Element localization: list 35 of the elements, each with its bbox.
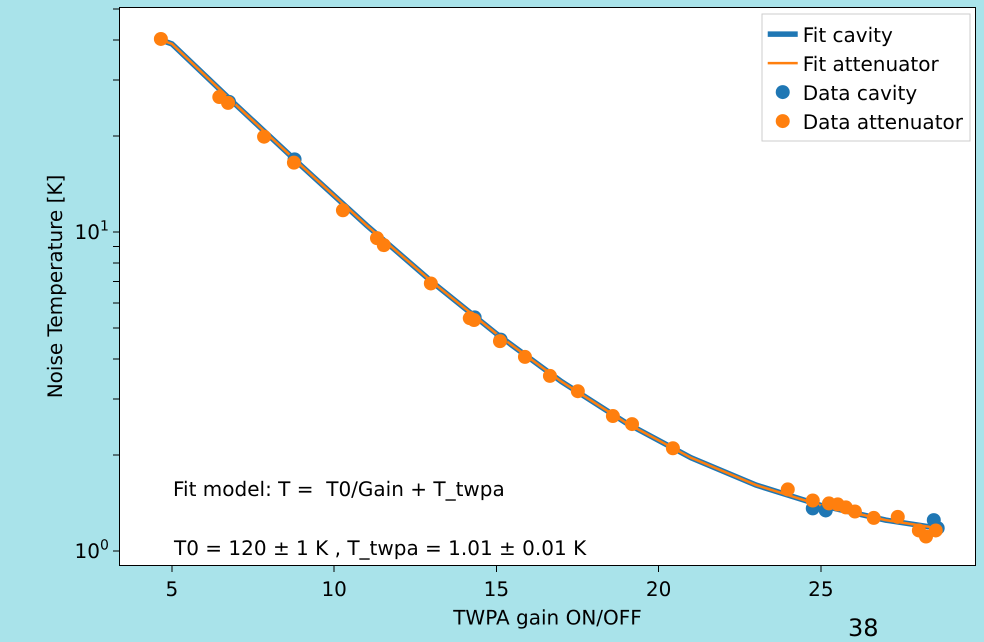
point <box>286 156 301 170</box>
point <box>780 482 795 496</box>
point <box>866 510 881 525</box>
point <box>336 203 350 218</box>
point <box>848 504 862 519</box>
point <box>625 417 640 432</box>
point <box>666 441 680 456</box>
point <box>257 130 272 144</box>
legend-label: Fit attenuator <box>802 52 940 76</box>
point <box>919 530 933 544</box>
annotation: T0 = 120 ± 1 K , T_twpa = 1.01 ± 0.01 K <box>173 536 588 560</box>
point <box>376 238 391 252</box>
x-tick-label: 10 <box>321 577 347 602</box>
point <box>518 350 532 364</box>
legend-label: Data cavity <box>802 80 918 105</box>
text: 38 <box>848 614 879 642</box>
y-tick-label: 10$^{0}$ <box>74 538 109 564</box>
point <box>806 494 820 508</box>
point <box>542 368 557 383</box>
x-tick-label: 5 <box>166 577 178 602</box>
legend-label: Data attenuator <box>802 110 964 134</box>
x-axis-title: TWPA gain ON/OFF <box>452 606 642 630</box>
point <box>570 384 585 398</box>
point <box>154 32 168 46</box>
annotation: Fit model: T = T0/Gain + T_twpa <box>173 477 505 501</box>
point <box>606 409 620 424</box>
x-tick-label: 25 <box>808 577 834 602</box>
legend-label: Fit cavity <box>802 22 894 47</box>
y-tick-label: 10$^{1}$ <box>74 218 109 244</box>
x-tick-label: 20 <box>646 577 672 602</box>
y-axis-title: Noise Temperature [K] <box>43 174 68 398</box>
x-tick-label: 15 <box>484 577 510 602</box>
point <box>424 276 438 290</box>
point <box>467 313 482 327</box>
point <box>890 510 905 524</box>
